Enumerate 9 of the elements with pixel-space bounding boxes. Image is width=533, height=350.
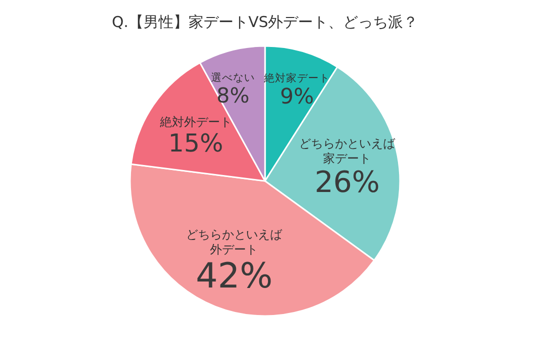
data-label: 8% xyxy=(216,84,250,108)
data-label: 26% xyxy=(314,165,380,200)
slice-label: どちらかといえば外デート xyxy=(186,228,284,257)
slice-label: 選べない xyxy=(211,72,255,84)
slice-label: 絶対外デート xyxy=(158,115,232,130)
chart-title: Q.【男性】家デートVS外デート、どっち派？ xyxy=(112,13,418,31)
data-label: 42% xyxy=(196,256,273,297)
data-label: 15% xyxy=(168,128,224,158)
data-label: 9% xyxy=(280,84,314,110)
